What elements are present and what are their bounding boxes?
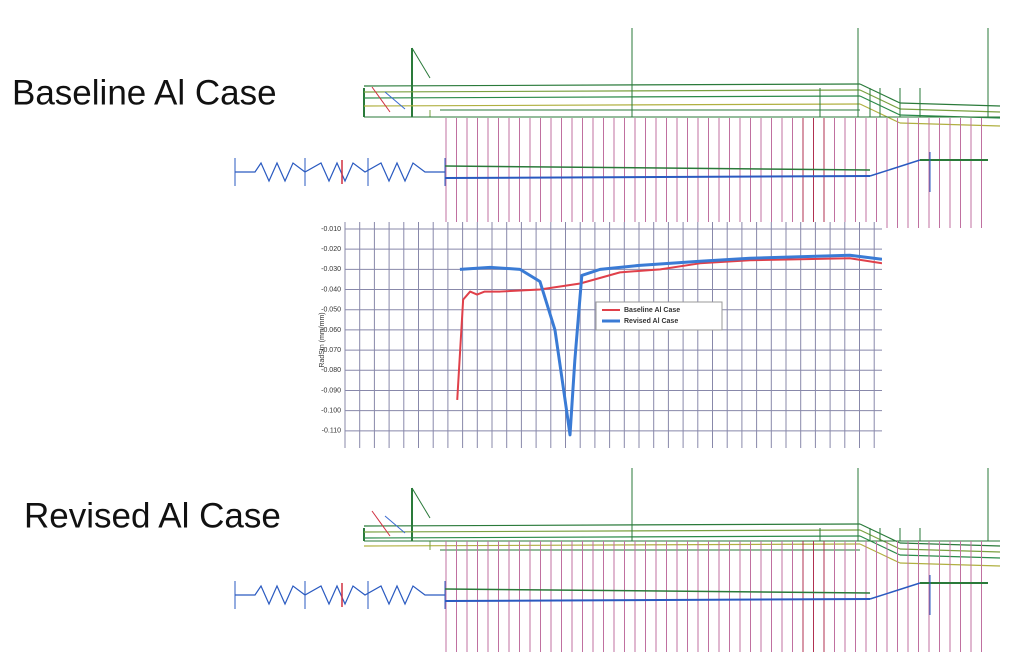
- y-tick-label: -0.040: [321, 286, 341, 293]
- cad-line: [869, 582, 921, 600]
- y-tick-label: -0.010: [321, 226, 341, 233]
- cad-line: [363, 89, 861, 93]
- cad-line: [899, 102, 1001, 107]
- legend-label: Baseline Al Case: [624, 307, 680, 314]
- spring: [235, 584, 445, 606]
- case-label: Baseline Al Case: [12, 73, 277, 112]
- cad-line: [363, 535, 861, 539]
- case-label: Revised Al Case: [24, 496, 281, 535]
- cad-line: [363, 83, 861, 87]
- y-tick-label: -0.110: [322, 428, 341, 435]
- legend-label: Revised Al Case: [624, 318, 678, 325]
- cad-line: [444, 165, 871, 171]
- spring: [235, 161, 445, 183]
- y-tick-label: -0.030: [321, 266, 341, 273]
- cad-line: [363, 103, 861, 107]
- cad-line: [444, 175, 871, 179]
- y-tick-label: -0.050: [321, 307, 341, 314]
- cad-line: [899, 108, 1001, 113]
- cad-line: [384, 515, 406, 534]
- y-tick-label: -0.090: [321, 387, 341, 394]
- chart: -0.010 -0.020 -0.030 -0.040 -0.050 -0.060 -0.0…: [319, 222, 882, 455]
- y-tick-label: -0.020: [321, 246, 341, 253]
- cad-line: [371, 86, 391, 113]
- series-line: [459, 253, 882, 437]
- cad-line: [869, 159, 921, 177]
- y-tick-label: -0.100: [321, 407, 341, 414]
- legend-box: [595, 301, 723, 331]
- cad-line: [363, 523, 861, 527]
- y-tick-label: -0.080: [321, 367, 341, 374]
- cad-line: [363, 543, 861, 547]
- y-axis-label: RadStn (mm/mm): [319, 312, 326, 367]
- cad-line: [411, 47, 431, 79]
- cad-line: [384, 91, 406, 110]
- cad-line: [859, 543, 901, 564]
- cad-line: [363, 529, 861, 533]
- cad-line: [444, 598, 871, 602]
- cad-line: [363, 95, 861, 99]
- y-tick-label: -0.120: [321, 448, 341, 455]
- cad-line: [444, 588, 871, 594]
- cad-drawings: [234, 28, 1001, 652]
- cad-line: [411, 487, 431, 519]
- y-tick-label: -0.060: [321, 327, 341, 334]
- cad-line: [371, 510, 391, 537]
- cad-line: [859, 535, 901, 556]
- y-tick-label: -0.070: [321, 347, 341, 354]
- plot: -0.010 -0.020 -0.030 -0.040 -0.050 -0.060 -0.0…: [321, 222, 882, 455]
